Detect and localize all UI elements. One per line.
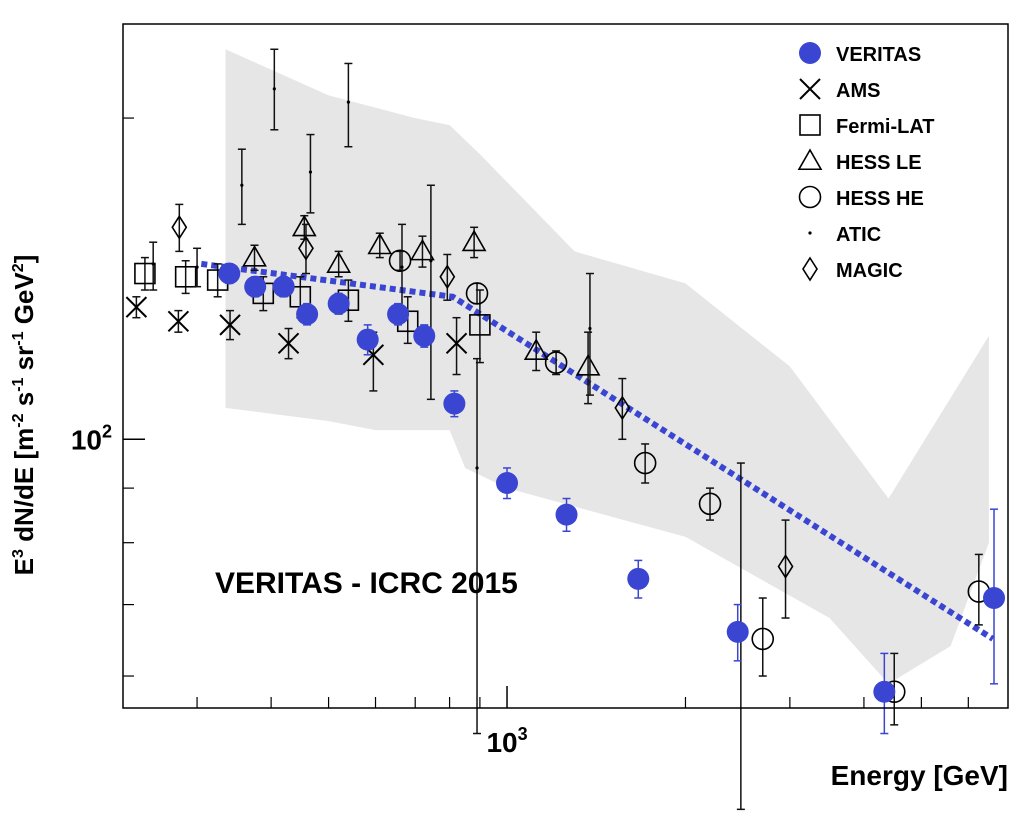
series-hess-he [388, 249, 991, 726]
atic-point [346, 100, 350, 104]
ams-point [167, 310, 190, 332]
legend-marker-magic [802, 256, 818, 282]
ams-point [277, 332, 300, 355]
ams-point [219, 314, 241, 336]
chart-annotation: VERITAS - ICRC 2015 [215, 567, 518, 600]
veritas-point [387, 303, 410, 326]
atic-point [151, 262, 155, 266]
hess-le-point [410, 238, 435, 261]
atic-point [272, 87, 276, 91]
legend-label-magic: MAGIC [836, 260, 903, 282]
legend-marker-hess-le [797, 148, 823, 171]
legend-marker-veritas [799, 42, 821, 64]
y-tick-label-100: 102 [71, 421, 112, 455]
atic-point [400, 265, 404, 269]
veritas-point [296, 303, 319, 326]
atic-point [308, 170, 313, 174]
magic-point [777, 553, 794, 579]
hess-le-point [291, 214, 317, 237]
hess-he-point [544, 351, 568, 374]
plot-border [122, 23, 1009, 709]
legend-label-veritas: VERITAS [836, 44, 921, 66]
legend-label-hess-he: HESS HE [836, 188, 924, 210]
systematic-band-layer [225, 49, 989, 684]
hess-he-point [633, 451, 657, 475]
atic-point [588, 326, 592, 331]
axis-ticks-layer [123, 117, 969, 708]
hess-he-point [698, 492, 722, 516]
ams-point [125, 296, 148, 318]
magic-point [439, 264, 456, 290]
veritas-point [555, 503, 578, 526]
atic-point [475, 466, 479, 470]
hess-he-point [388, 249, 412, 273]
hess-le-point [461, 229, 487, 252]
legend-marker-fermi-lat [799, 114, 821, 136]
atic-point [195, 265, 199, 269]
veritas-point [496, 471, 519, 494]
veritas-point [272, 275, 295, 298]
veritas-point [327, 292, 350, 315]
hess-he-point [465, 282, 489, 305]
atic-point [240, 183, 244, 187]
veritas-point [443, 392, 466, 415]
x-axis-title: Energy [GeV] [831, 760, 1008, 791]
veritas-point [356, 328, 379, 351]
legend-label-ams: AMS [836, 80, 880, 102]
atic-point [429, 259, 433, 263]
magic-point [171, 214, 188, 240]
series-hess-le [242, 214, 601, 405]
x-tick-label-1000: 103 [486, 724, 527, 758]
hess-he-point [751, 627, 775, 651]
fermi-lat-point [134, 262, 156, 285]
series-veritas [218, 262, 1006, 735]
legend-label-fermi-lat: Fermi-LAT [836, 116, 935, 138]
hess-le-point [326, 251, 352, 273]
fit-line-layer [200, 260, 995, 642]
veritas-point [244, 275, 267, 298]
fermi-lat-point [469, 314, 491, 336]
legend-markers [797, 42, 823, 282]
plot-frame [122, 23, 1009, 709]
y-axis-title-group: E3 dN/dE [m-2 s-1 sr-1 GeV2] [9, 255, 39, 576]
hess-le-point [575, 353, 601, 376]
legend: VERITAS AMS Fermi-LAT HESS LE HESS HE AT… [797, 42, 935, 282]
magic-point [298, 235, 314, 261]
y-axis-title: E3 dN/dE [m-2 s-1 sr-1 GeV2] [9, 255, 39, 576]
veritas-point [873, 680, 896, 703]
veritas-point [627, 567, 650, 590]
fermi-lat-point [174, 265, 197, 288]
data-points-layer [125, 48, 1006, 811]
fit-line [200, 260, 995, 642]
legend-marker-atic [808, 231, 812, 235]
veritas-point [726, 620, 749, 643]
legend-label-atic: ATIC [836, 224, 881, 246]
systematic-band [225, 49, 989, 684]
hess-le-point [523, 338, 549, 360]
magic-point [614, 395, 631, 421]
ams-point [445, 332, 468, 355]
legend-marker-hess-he [798, 185, 822, 209]
hess-le-point [367, 232, 393, 255]
veritas-point [413, 324, 436, 347]
legend-marker-ams [799, 78, 821, 100]
veritas-point [218, 262, 241, 285]
veritas-point [983, 587, 1006, 610]
hess-le-point [242, 244, 267, 267]
legend-label-hess-le: HESS LE [836, 152, 922, 174]
series-magic [171, 203, 794, 619]
